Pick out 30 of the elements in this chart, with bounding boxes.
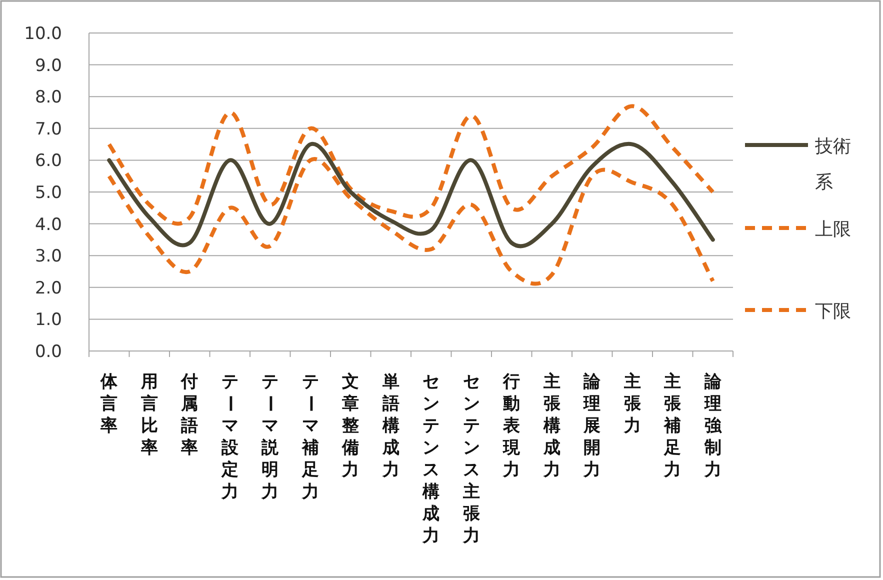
y-tick-label: 10.0 bbox=[24, 24, 62, 44]
x-tick-label: 単語構成力 bbox=[381, 372, 400, 480]
x-tick-label: 体言率 bbox=[100, 372, 119, 436]
x-tick-label: 論理展開力 bbox=[582, 372, 602, 480]
y-tick-label: 6.0 bbox=[34, 151, 62, 172]
x-tick-label: 用言比率 bbox=[140, 372, 158, 458]
x-tick-label: 論理強制力 bbox=[703, 372, 722, 480]
x-tick-label: テーマ説明力 bbox=[260, 372, 280, 502]
x-tick-label: テーマ設定力 bbox=[219, 372, 240, 502]
x-tick-label: 主張力 bbox=[622, 372, 642, 436]
y-tick-label: 0.0 bbox=[34, 342, 62, 362]
x-tick-label: テーマ補足力 bbox=[300, 372, 320, 502]
y-tick-label: 1.0 bbox=[34, 310, 62, 330]
legend-label: 上限 bbox=[815, 219, 851, 240]
x-tick-label: 主張構成力 bbox=[542, 372, 562, 480]
x-tick-label: センテンス主張力 bbox=[462, 372, 481, 546]
y-tick-label: 2.0 bbox=[34, 278, 62, 298]
x-tick-label: 行動表現力 bbox=[502, 372, 522, 480]
legend-label: 下限 bbox=[815, 301, 851, 322]
y-tick-label: 7.0 bbox=[34, 119, 62, 140]
y-tick-label: 3.0 bbox=[34, 246, 62, 267]
x-tick-label: 文章整備力 bbox=[341, 372, 360, 480]
legend-label: 技術系 bbox=[814, 136, 851, 193]
y-tick-label: 9.0 bbox=[34, 56, 62, 76]
x-tick-label: 主張補足力 bbox=[663, 372, 682, 480]
x-tick-label: 付属語率 bbox=[180, 372, 198, 458]
y-tick-label: 5.0 bbox=[34, 183, 62, 203]
y-tick-label: 8.0 bbox=[34, 88, 62, 108]
y-tick-label: 4.0 bbox=[34, 214, 62, 235]
x-tick-label: センテンス構成力 bbox=[422, 372, 440, 546]
